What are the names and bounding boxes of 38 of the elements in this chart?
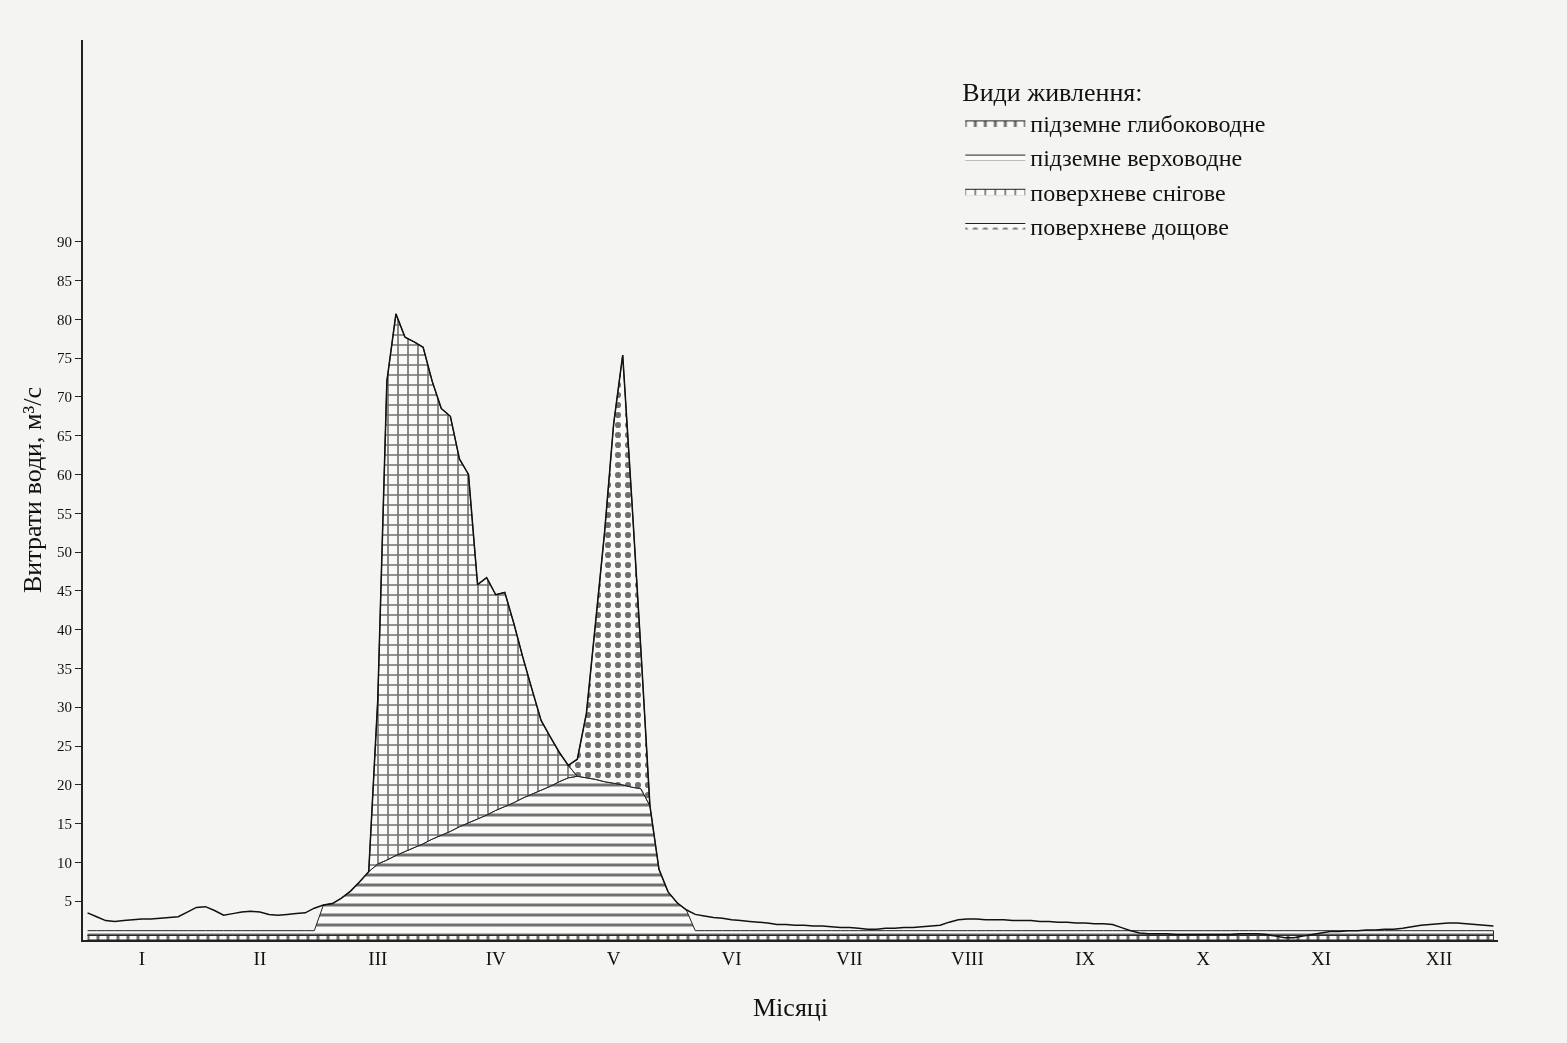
line-series: [86, 313, 1495, 939]
x-tick-label: V: [606, 947, 621, 969]
y-tick-label: 90: [57, 233, 72, 250]
x-tick-label: IX: [1075, 947, 1096, 969]
y-tick-label: 5: [64, 893, 72, 910]
legend-title: Види живлення:: [962, 77, 1143, 107]
legend-label: поверхневе дощове: [1030, 213, 1229, 240]
y-tick-label: 30: [57, 699, 72, 716]
x-tick-label: XII: [1425, 947, 1453, 969]
y-tick-label: 45: [57, 583, 72, 600]
y-tick-label: 10: [57, 854, 72, 871]
y-tick-label: 15: [57, 815, 72, 832]
x-tick-label: I: [138, 947, 146, 969]
legend-label: підземне верховодне: [1030, 145, 1243, 172]
y-tick-label: 20: [57, 777, 72, 794]
y-tick-label: 75: [57, 350, 72, 367]
x-axis-title: Місяці: [753, 993, 828, 1022]
x-tick-label: III: [368, 947, 388, 969]
y-tick-label: 40: [57, 621, 72, 638]
x-tick-label: VIII: [951, 947, 984, 969]
y-tick-label: 55: [57, 505, 72, 522]
x-tick-label: II: [253, 947, 267, 969]
y-tick-label: 50: [57, 544, 72, 561]
legend-label: підземне глибоководне: [1030, 111, 1266, 138]
y-tick-label: 65: [57, 427, 72, 444]
y-tick-label: 35: [57, 660, 72, 677]
x-tick-label: XI: [1311, 947, 1332, 969]
legend-label: поверхневе снігове: [1030, 179, 1226, 206]
y-tick-label: 60: [57, 466, 72, 483]
x-tick-label: VII: [836, 947, 863, 969]
y-axis-title: Витрати води, м³/с: [17, 386, 47, 594]
y-tick-label: 25: [57, 738, 72, 755]
x-tick-label: IV: [485, 947, 507, 969]
y-tick-label: 70: [57, 389, 72, 406]
x-tick-label: VI: [721, 947, 742, 969]
y-tick-label: 85: [57, 272, 72, 289]
y-tick-label: 80: [57, 311, 72, 328]
x-tick-label: X: [1196, 947, 1211, 969]
